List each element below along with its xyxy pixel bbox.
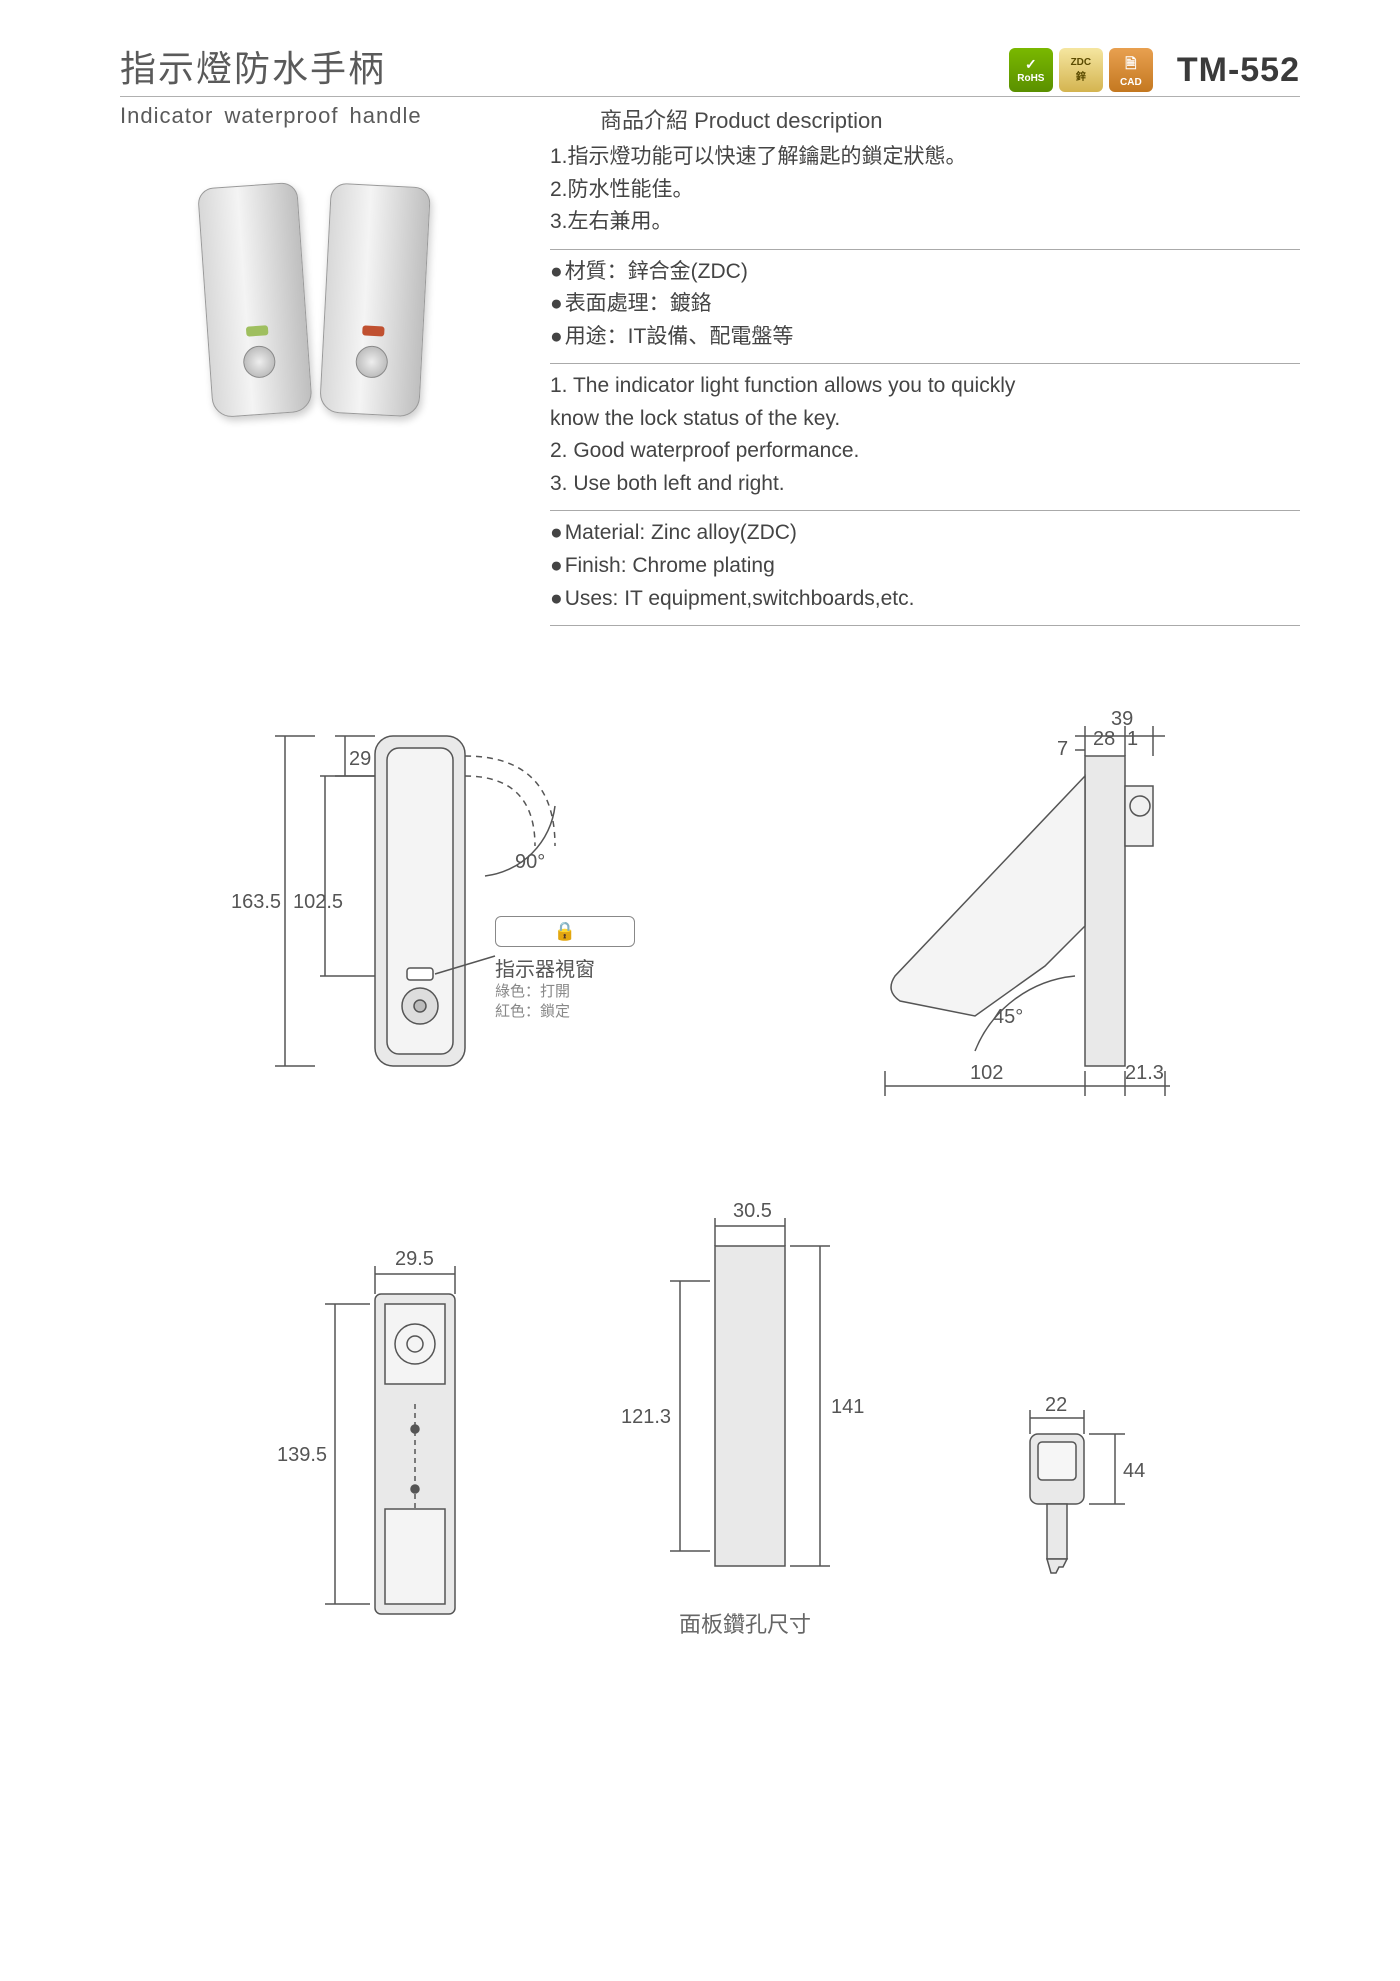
spec-line: 表面處理：鍍鉻 [550,288,1300,321]
lock-icon: 🔒 [554,921,576,941]
callout-title: 指示器視窗 [495,953,635,982]
callout-red: 紅色：鎖定 [495,1002,635,1022]
desc-line: 3.左右兼用。 [550,206,1300,239]
desc-en-list: 1. The indicator light function allows y… [550,364,1300,511]
dim-label: 45° [993,1006,1023,1029]
technical-drawings: 29 163.5 102.5 90° 🔒 指示器視窗 綠色：打開 紅色：鎖定 [120,716,1300,1639]
description-heading: 商品介紹 Product description [600,103,1300,135]
dim-label: 121.3 [621,1406,671,1429]
indicator-callout: 🔒 指示器視窗 綠色：打開 紅色：鎖定 [495,916,635,1021]
main-content: 1.指示燈功能可以快速了解鑰匙的鎖定狀態。 2.防水性能佳。 3.左右兼用。 材… [120,135,1300,626]
dim-label: 29.5 [395,1248,434,1271]
front-view-drawing: 29 163.5 102.5 90° 🔒 指示器視窗 綠色：打開 紅色：鎖定 [225,716,655,1096]
indicator-green-icon [246,325,269,337]
key-drawing: 22 44 [985,1384,1155,1639]
dim-label: 139.5 [277,1444,327,1467]
header: 指示燈防水手柄 RoHS ZDC 鋅 CAD TM-552 [120,40,1300,97]
dim-label: 7 [1057,738,1068,761]
desc-line: 1. The indicator light function allows y… [550,370,1300,403]
spec-line: 用途：IT設備、配電盤等 [550,321,1300,354]
dim-label: 102.5 [293,891,343,914]
spec-line: Uses: IT equipment,switchboards,etc. [550,583,1300,616]
dim-label: 30.5 [733,1200,772,1223]
dim-label: 1 [1127,728,1138,751]
title-chinese: 指示燈防水手柄 [120,40,386,92]
desc-line: 3. Use both left and right. [550,468,1300,501]
dim-label: 29 [349,748,371,771]
dim-label: 90° [515,851,545,874]
dim-label: 102 [970,1062,1003,1085]
desc-line: 2. Good waterproof performance. [550,435,1300,468]
desc-cn-specs: 材質：鋅合金(ZDC) 表面處理：鍍鉻 用途：IT設備、配電盤等 [550,250,1300,365]
side-view-drawing: 39 28 7 1 45° 102 21.3 [775,716,1195,1116]
title-english: Indicator waterproof handle [120,103,422,135]
product-photo-area [120,135,510,626]
cad-badge-icon: CAD [1109,48,1153,92]
zdc-badge-icon: ZDC 鋅 [1059,48,1103,92]
callout-green: 綠色：打開 [495,982,635,1002]
dim-label: 141 [831,1396,864,1419]
product-image-right [319,183,431,418]
dim-label: 22 [1045,1394,1067,1417]
subtitle-row: Indicator waterproof handle 商品介紹 Product… [120,103,1300,135]
desc-line: know the lock status of the key. [550,403,1300,436]
indicator-red-icon [362,325,384,336]
desc-line: 1.指示燈功能可以快速了解鑰匙的鎖定狀態。 [550,141,1300,174]
rohs-badge-icon: RoHS [1009,48,1053,92]
header-right: RoHS ZDC 鋅 CAD TM-552 [1009,48,1300,92]
dim-label: 21.3 [1125,1062,1164,1085]
dim-label: 44 [1123,1460,1145,1483]
panel-caption: 面板鑽孔尺寸 [615,1607,875,1639]
spec-line: Material: Zinc alloy(ZDC) [550,517,1300,550]
desc-line: 2.防水性能佳。 [550,174,1300,207]
desc-cn-list: 1.指示燈功能可以快速了解鑰匙的鎖定狀態。 2.防水性能佳。 3.左右兼用。 [550,135,1300,250]
model-number: TM-552 [1177,51,1300,90]
spec-line: 材質：鋅合金(ZDC) [550,256,1300,289]
product-image-left [197,182,313,418]
spec-line: Finish: Chrome plating [550,550,1300,583]
panel-cutout-drawing: 30.5 121.3 141 面板鑽孔尺寸 [615,1206,875,1639]
description-area: 1.指示燈功能可以快速了解鑰匙的鎖定狀態。 2.防水性能佳。 3.左右兼用。 材… [550,135,1300,626]
rear-view-drawing: 29.5 139.5 [265,1254,505,1639]
dim-label: 28 [1093,728,1115,751]
dim-label: 163.5 [231,891,281,914]
desc-en-specs: Material: Zinc alloy(ZDC) Finish: Chrome… [550,511,1300,626]
